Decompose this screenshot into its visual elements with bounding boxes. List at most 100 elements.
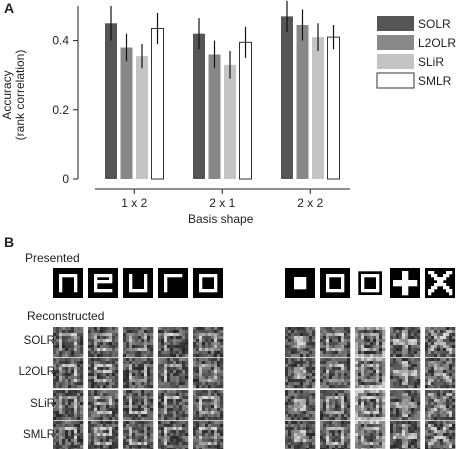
recon-pixel <box>355 430 359 434</box>
recon-pixel <box>123 427 127 431</box>
recon-pixel <box>294 424 298 428</box>
recon-pixel <box>164 382 168 386</box>
recon-pixel <box>74 345 78 349</box>
recon-pixel <box>414 330 418 334</box>
stimulus-pixel <box>335 289 339 293</box>
recon-pixel <box>126 354 130 358</box>
recon-pixel <box>329 336 333 340</box>
recon-pixel <box>323 370 327 374</box>
recon-pixel <box>312 345 316 349</box>
recon-pixel <box>193 405 197 409</box>
recon-pixel <box>323 348 327 352</box>
recon-pixel <box>338 433 342 437</box>
recon-pixel <box>428 342 432 346</box>
recon-pixel <box>161 399 165 403</box>
recon-pixel <box>141 396 145 400</box>
recon-pixel <box>59 342 63 346</box>
recon-pixel <box>332 382 336 386</box>
recon-pixel <box>443 402 447 406</box>
recon-pixel <box>217 327 221 331</box>
recon-pixel <box>297 348 301 352</box>
recon-pixel <box>414 408 418 412</box>
recon-pixel <box>361 402 365 406</box>
recon-pixel <box>74 333 78 337</box>
recon-pixel <box>199 333 203 337</box>
recon-pixel <box>161 330 165 334</box>
recon-pixel <box>335 417 339 421</box>
recon-pixel <box>437 373 441 377</box>
recon-pixel <box>344 330 348 334</box>
recon-pixel <box>196 361 200 365</box>
recon-pixel <box>214 408 218 412</box>
recon-pixel <box>205 402 209 406</box>
recon-pixel <box>91 339 95 343</box>
recon-pixel <box>217 445 221 449</box>
recon-pixel <box>341 348 345 352</box>
recon-pixel <box>361 408 365 412</box>
recon-pixel <box>312 348 316 352</box>
recon-pixel <box>179 417 183 421</box>
recon-pixel <box>411 345 415 349</box>
recon-pixel <box>355 433 359 437</box>
recon-pixel <box>214 433 218 437</box>
recon-pixel <box>126 333 130 337</box>
recon-pixel <box>150 421 154 425</box>
recon-pixel <box>303 373 307 377</box>
stimulus-pixel <box>144 286 148 290</box>
recon-pixel <box>297 430 301 434</box>
recon-pixel <box>202 345 206 349</box>
recon-pixel <box>408 342 412 346</box>
recon-pixel <box>393 402 397 406</box>
recon-pixel <box>361 414 365 418</box>
recon-pixel <box>170 327 174 331</box>
recon-pixel <box>147 367 151 371</box>
recon-pixel <box>411 376 415 380</box>
recon-pixel <box>329 370 333 374</box>
recon-pixel <box>211 436 215 440</box>
recon-pixel <box>109 333 113 337</box>
recon-pixel <box>344 379 348 383</box>
recon-pixel <box>53 399 57 403</box>
recon-pixel <box>373 399 377 403</box>
recon-pixel <box>402 330 406 334</box>
recon-pixel <box>405 370 409 374</box>
recon-pixel <box>411 417 415 421</box>
recon-pixel <box>358 396 362 400</box>
stimulus-pixel <box>94 274 98 278</box>
recon-pixel <box>370 354 374 358</box>
recon-pixel <box>347 345 351 349</box>
recon-pixel <box>393 373 397 377</box>
stimulus-pixel <box>408 280 412 284</box>
recon-pixel <box>358 330 362 334</box>
recon-pixel <box>411 348 415 352</box>
recon-pixel <box>440 411 444 415</box>
recon-pixel <box>135 385 139 389</box>
recon-pixel <box>355 382 359 386</box>
recon-pixel <box>428 345 432 349</box>
recon-pixel <box>379 402 383 406</box>
recon-pixel <box>405 445 409 449</box>
recon-pixel <box>199 358 203 362</box>
recon-pixel <box>59 390 63 394</box>
recon-pixel <box>88 427 92 431</box>
recon-pixel <box>297 399 301 403</box>
recon-pixel <box>376 336 380 340</box>
recon-pixel <box>309 354 313 358</box>
recon-pixel <box>428 396 432 400</box>
recon-pixel <box>399 354 403 358</box>
recon-pixel <box>112 379 116 383</box>
recon-pixel <box>452 424 456 428</box>
recon-pixel <box>370 333 374 337</box>
recon-pixel <box>288 396 292 400</box>
recon-pixel <box>53 405 57 409</box>
recon-pixel <box>405 402 409 406</box>
recon-pixel <box>361 427 365 431</box>
recon-pixel <box>214 333 218 337</box>
recon-pixel <box>202 430 206 434</box>
recon-pixel <box>355 345 359 349</box>
recon-pixel <box>112 342 116 346</box>
recon-pixel <box>147 382 151 386</box>
recon-pixel <box>393 436 397 440</box>
recon-pixel <box>91 385 95 389</box>
recon-pixel <box>285 364 289 368</box>
